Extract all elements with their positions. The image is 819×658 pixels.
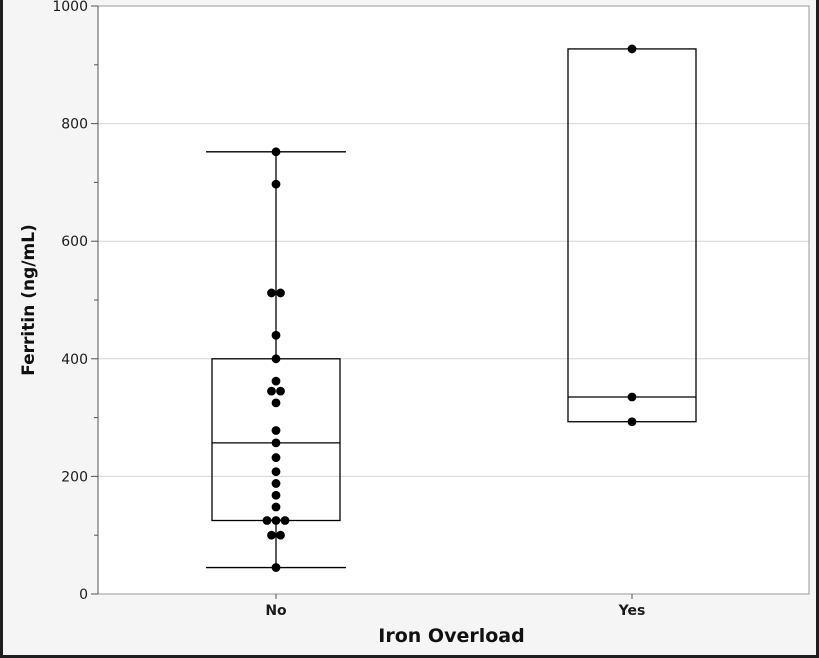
data-point-yes-335: [627, 392, 637, 402]
y-tick-label-600: 600: [61, 234, 88, 250]
data-point-no-345: [267, 386, 276, 396]
data-point-no-208: [271, 467, 281, 477]
data-point-no-512: [276, 288, 285, 298]
box-plot-chart: 0 200 400 600 800 1000 No Yes Ferritin (ng/mL)…: [19, 0, 810, 647]
data-point-no-278: [271, 426, 281, 435]
data-point-no-325: [271, 398, 281, 408]
data-point-no-362: [271, 376, 281, 386]
y-tick-label-200: 200: [61, 469, 88, 485]
data-point-yes-927: [627, 44, 637, 54]
data-point-no-188: [271, 479, 281, 488]
plot-background: [98, 6, 809, 594]
data-point-no-100: [276, 530, 285, 540]
data-point-no-168: [271, 490, 281, 500]
chart-frame: 0 200 400 600 800 1000 No Yes Ferritin (ng/mL)…: [3, 0, 816, 655]
data-point-no-512: [267, 288, 276, 298]
y-axis-ticks: 0 200 400 600 800 1000: [52, 0, 99, 603]
data-point-no-100: [267, 530, 276, 540]
x-axis-title: Iron Overload: [378, 625, 524, 647]
y-tick-label-1000: 1000: [52, 0, 88, 15]
data-point-no-148: [271, 502, 281, 512]
y-tick-label-400: 400: [61, 352, 88, 368]
data-points: [262, 44, 637, 572]
data-point-no-752: [271, 147, 281, 157]
grid-lines: [98, 5, 809, 594]
y-tick-label-0: 0: [79, 587, 88, 603]
data-point-no-232: [271, 453, 281, 462]
data-point-no-345: [276, 386, 285, 396]
data-point-no-697: [271, 179, 281, 189]
data-point-yes-293: [627, 417, 637, 427]
data-point-no-125: [262, 516, 272, 525]
data-point-no-125: [280, 516, 290, 525]
data-point-no-45: [271, 563, 281, 572]
data-point-no-400: [271, 354, 281, 364]
x-axis-ticks: No Yes: [265, 594, 645, 619]
x-tick-label-no: No: [265, 603, 287, 619]
y-tick-label-800: 800: [61, 117, 88, 133]
data-point-no-125: [271, 516, 281, 525]
data-point-no-440: [271, 330, 281, 340]
data-point-no-257: [271, 438, 281, 448]
x-tick-label-yes: Yes: [618, 603, 646, 619]
y-axis-title: Ferritin (ng/mL): [19, 224, 39, 376]
